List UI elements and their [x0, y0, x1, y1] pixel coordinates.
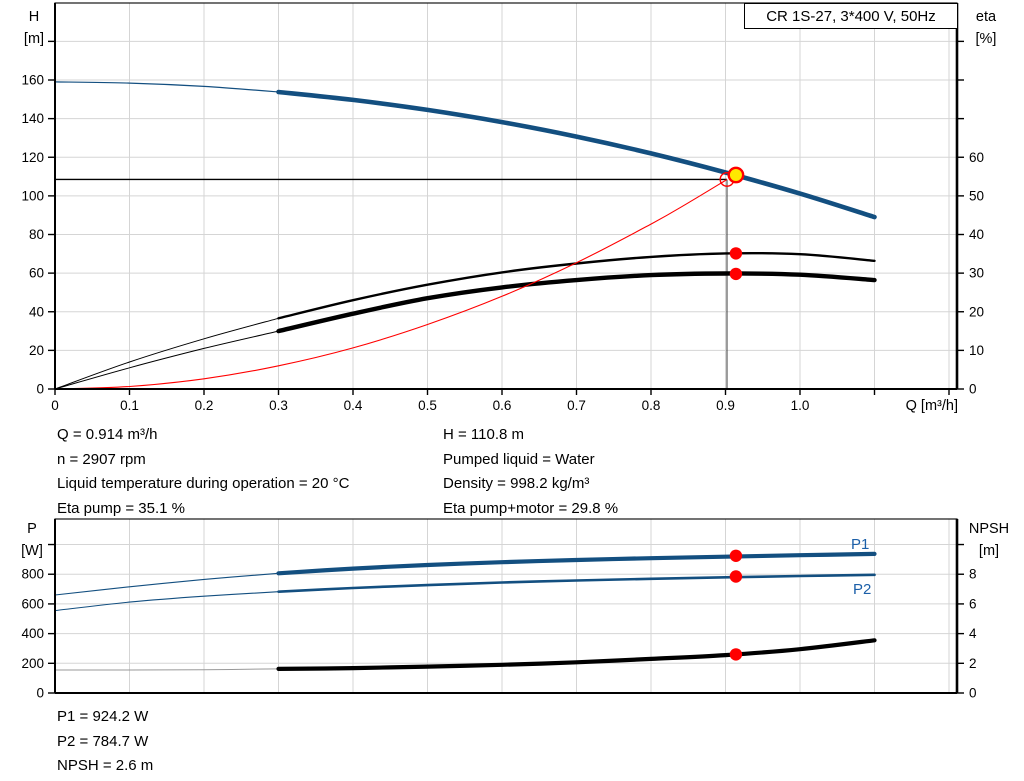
pump-type-title-box: CR 1S-27, 3*400 V, 50Hz — [744, 3, 958, 29]
p2-curve — [277, 573, 876, 593]
left-tick-label: 160 — [21, 73, 44, 88]
x-tick-label: 0.9 — [716, 398, 735, 413]
power-npsh-chart: 0 200 400 600 800 0 2 4 6 8 P [W] NPSH [m] P1 P2 — [21, 518, 1009, 701]
system-curve — [54, 179, 728, 390]
left-tick-label: 800 — [21, 567, 44, 582]
annotation-line: Eta pump+motor = 29.8 % — [443, 499, 619, 517]
left-tick-label: 200 — [21, 656, 44, 671]
right-tick-label: 30 — [969, 266, 984, 281]
p1-curve — [276, 551, 877, 576]
power-annotations: P1 = 924.2 W P2 = 784.7 W NPSH = 2.6 m — [57, 705, 153, 779]
p2-curve-thin — [54, 591, 279, 612]
left-axis-title: [m] — [24, 31, 44, 47]
duty-annotations-left: Q = 0.914 m³/h n = 2907 rpm Liquid tempera… — [57, 423, 349, 521]
x-axis-title: Q [m³/h] — [906, 398, 958, 414]
right-tick-label: 8 — [969, 567, 977, 582]
p2-series-label: P2 — [853, 581, 871, 598]
left-axis-title: [W] — [21, 543, 43, 559]
left-tick-label: 120 — [21, 150, 44, 165]
duty-annotations-right: H = 110.8 m Pumped liquid = Water Density … — [443, 423, 618, 521]
annotation-line: Liquid temperature during operation = 20… — [57, 475, 350, 492]
left-axis-title: H — [29, 9, 39, 25]
right-tick-label: 0 — [969, 686, 977, 701]
left-tick-label: 80 — [29, 227, 44, 242]
p1-point — [729, 549, 743, 562]
x-tick-label: 0.8 — [642, 398, 661, 413]
left-tick-label: 100 — [21, 188, 44, 203]
eta-pump-point — [729, 247, 743, 260]
x-tick-label: 0 — [51, 398, 59, 413]
right-tick-label: 10 — [969, 343, 984, 358]
left-tick-label: 400 — [21, 626, 44, 641]
right-tick-label: 0 — [969, 382, 977, 397]
eta-pump-curve — [277, 251, 876, 320]
x-tick-label: 0.1 — [120, 398, 139, 413]
x-tick-label: 0.4 — [344, 398, 363, 413]
hq-eta-chart: 0 20 40 60 80 100 120 140 160 0 10 20 30 40 50 60 0 0.1 0.… — [21, 2, 997, 414]
left-tick-label: 20 — [29, 343, 44, 358]
x-tick-label: 1.0 — [791, 398, 810, 413]
annotation-line: Eta pump = 35.1 % — [57, 499, 185, 517]
left-tick-label: 0 — [36, 382, 44, 397]
annotation-line: Q = 0.914 m³/h — [57, 426, 158, 443]
head-curve — [276, 89, 877, 220]
head-curve-thin — [54, 81, 279, 93]
left-tick-label: 140 — [21, 111, 44, 126]
x-tick-label: 0.2 — [195, 398, 214, 413]
pump-type-title: CR 1S-27, 3*400 V, 50Hz — [766, 7, 936, 25]
npsh-point — [729, 648, 743, 661]
eta-pump-curve-thin — [54, 317, 279, 390]
right-tick-label: 20 — [969, 304, 984, 319]
right-axis-title: NPSH — [969, 521, 1009, 537]
npsh-curve-thin — [55, 668, 279, 671]
right-axis-title: [%] — [976, 31, 997, 47]
p2-point — [729, 570, 743, 583]
right-axis-title: [m] — [979, 543, 999, 559]
right-tick-label: 60 — [969, 150, 984, 165]
p1-curve-thin — [54, 572, 279, 596]
left-tick-label: 0 — [36, 686, 44, 701]
right-tick-label: 6 — [969, 596, 977, 611]
x-tick-label: 0.7 — [567, 398, 586, 413]
annotation-line: P1 = 924.2 W — [57, 708, 149, 725]
operating-point — [727, 166, 745, 184]
annotation-line: NPSH = 2.6 m — [57, 757, 154, 774]
x-tick-label: 0.6 — [493, 398, 512, 413]
annotation-line: n = 2907 rpm — [57, 450, 146, 468]
annotation-line: Density = 998.2 kg/m³ — [443, 475, 590, 492]
right-tick-label: 50 — [969, 188, 984, 203]
annotation-line: P2 = 784.7 W — [57, 732, 149, 750]
eta-pump-motor-curve — [276, 271, 877, 334]
p1-series-label: P1 — [851, 536, 869, 553]
left-tick-label: 60 — [29, 266, 44, 281]
left-tick-label: 600 — [21, 596, 44, 611]
annotation-line: H = 110.8 m — [443, 426, 525, 443]
eta-pump-motor-point — [729, 267, 743, 281]
right-tick-label: 4 — [969, 626, 977, 641]
right-axis-title: eta — [976, 9, 997, 25]
left-tick-label: 40 — [29, 304, 44, 319]
right-tick-label: 40 — [969, 227, 984, 242]
plot-frame — [54, 518, 958, 694]
right-tick-label: 2 — [969, 656, 977, 671]
npsh-curve — [276, 638, 877, 671]
x-tick-label: 0.5 — [418, 398, 437, 413]
annotation-line: Pumped liquid = Water — [443, 450, 595, 468]
x-tick-label: 0.3 — [269, 398, 288, 413]
eta-pump-motor-curve-thin — [54, 330, 279, 390]
left-axis-title: P — [27, 521, 37, 537]
